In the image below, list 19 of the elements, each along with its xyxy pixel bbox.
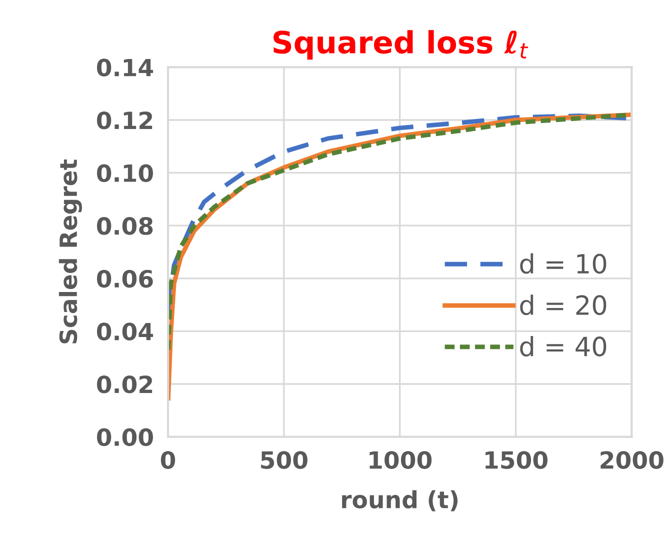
legend-label: d = 20 (520, 294, 606, 316)
x-axis-title: round (t) (342, 490, 458, 512)
x-tick-label: 500 (261, 451, 308, 469)
y-tick-label: 0.06 (96, 270, 153, 288)
y-tick-label: 0.14 (96, 58, 154, 77)
y-axis-title: Scaled Regret (58, 159, 82, 344)
legend-label: d = 10 (520, 253, 606, 274)
x-tick-label: 1500 (486, 451, 548, 469)
y-tick-label: 0.08 (96, 217, 153, 235)
chart-title: Squared loss ℓ$_{t}$ (274, 30, 528, 60)
x-tick-label: 0 (160, 451, 176, 469)
y-tick-label: 0.12 (96, 111, 152, 130)
y-tick-label: 0.04 (96, 322, 154, 341)
x-tick-label: 2000 (600, 451, 664, 469)
y-tick-label: 0.00 (96, 428, 153, 446)
y-tick-label: 0.02 (96, 375, 152, 394)
x-tick-label: 1000 (370, 451, 432, 469)
legend-label: d = 40 (520, 336, 606, 356)
y-tick-label: 0.10 (96, 164, 153, 182)
